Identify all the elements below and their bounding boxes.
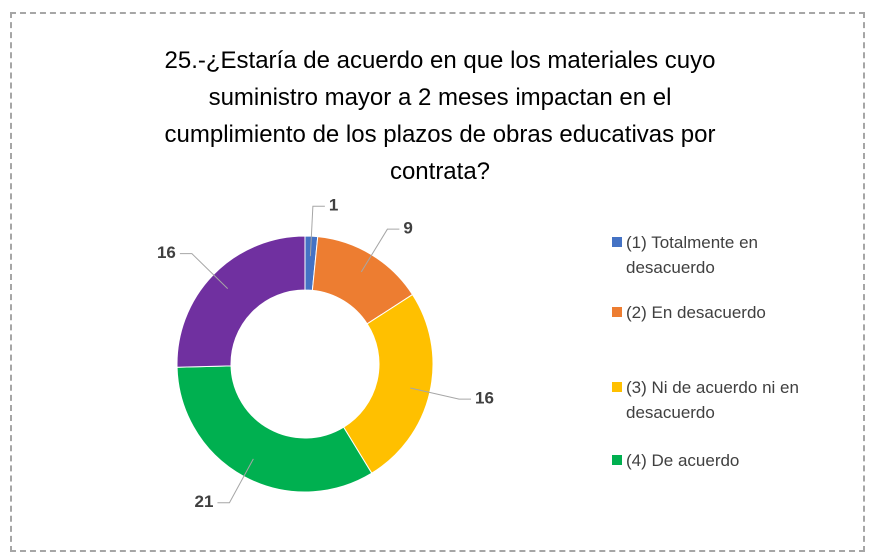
- data-label: 9: [403, 219, 412, 238]
- legend-entry: (2) En desacuerdo: [612, 300, 836, 325]
- legend-entry: (3) Ni de acuerdo ni en desacuerdo: [612, 375, 836, 425]
- legend-label: (3) Ni de acuerdo ni en desacuerdo: [626, 378, 799, 422]
- legend-swatch: [612, 382, 622, 392]
- data-label: 21: [195, 492, 214, 511]
- data-label: 16: [157, 243, 176, 262]
- legend-entry: (1) Totalmente en desacuerdo: [612, 230, 836, 280]
- leader-line: [410, 387, 472, 400]
- leader-line: [309, 205, 325, 257]
- legend-swatch: [612, 307, 622, 317]
- legend-label: (4) De acuerdo: [626, 451, 740, 470]
- leader-line: [360, 228, 400, 273]
- legend-entry: (4) De acuerdo: [612, 448, 836, 473]
- donut-slice: [342, 293, 434, 474]
- donut-slice: [176, 235, 306, 368]
- page: 25.-¿Estaría de acuerdo en que los mater…: [10, 12, 865, 552]
- chart: 1 9 16 21 16: [157, 196, 494, 512]
- leader-line: [217, 458, 254, 504]
- data-label: 1: [329, 196, 338, 215]
- data-label: 16: [475, 389, 494, 408]
- leader-line: [179, 253, 229, 289]
- chart-title: 25.-¿Estaría de acuerdo en que los mater…: [164, 47, 716, 185]
- donut-slice: [176, 365, 373, 493]
- legend-swatch: [612, 455, 622, 465]
- legend-swatch: [612, 237, 622, 247]
- legend-label: (1) Totalmente en desacuerdo: [626, 233, 758, 277]
- legend-label: (2) En desacuerdo: [626, 303, 766, 322]
